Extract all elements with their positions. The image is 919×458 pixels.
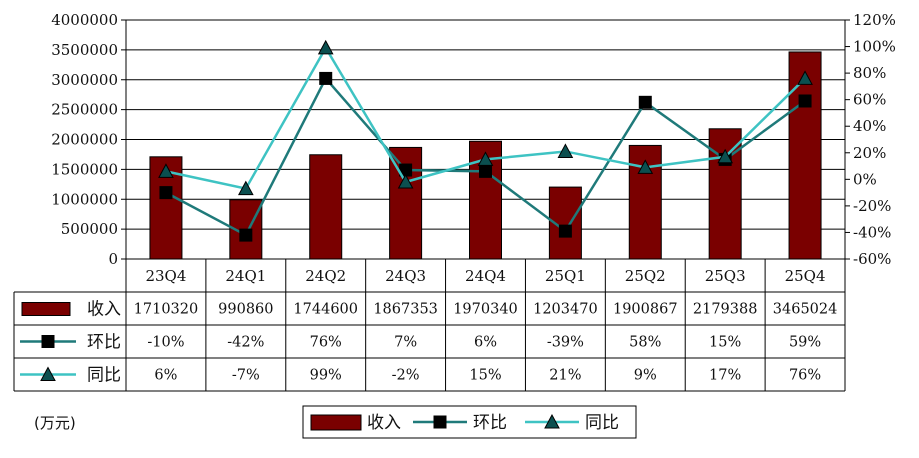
point-square-marker bbox=[159, 186, 173, 200]
table-cell: 1744600 bbox=[293, 302, 358, 318]
legend-label: 同比 bbox=[585, 413, 619, 433]
table-cell: 1867353 bbox=[373, 302, 438, 318]
table-cell: 15% bbox=[709, 335, 741, 351]
point-square-marker bbox=[433, 415, 447, 429]
point-triangle-marker bbox=[544, 413, 560, 429]
table-cell: -42% bbox=[227, 335, 264, 351]
category-label: 24Q4 bbox=[465, 267, 506, 285]
point-triangle-marker bbox=[237, 180, 254, 196]
right-tick-label: 100% bbox=[853, 38, 896, 56]
category-label: 25Q4 bbox=[785, 267, 826, 285]
table-cell: -7% bbox=[232, 368, 260, 384]
table-cell: 9% bbox=[634, 368, 657, 384]
bar bbox=[708, 128, 742, 260]
table-cell: 3465024 bbox=[773, 302, 838, 318]
table-cell: 6% bbox=[474, 335, 497, 351]
point-square-marker bbox=[41, 335, 55, 348]
left-tick-label: 3000000 bbox=[51, 71, 118, 89]
table-cell: -10% bbox=[147, 335, 184, 351]
left-tick-label: 1500000 bbox=[51, 160, 118, 178]
category-label: 24Q3 bbox=[385, 267, 426, 285]
table-cell: 58% bbox=[629, 335, 661, 351]
legend-key-bar bbox=[310, 414, 362, 431]
table-cell: 1710320 bbox=[134, 302, 199, 318]
point-square-marker bbox=[479, 164, 492, 178]
right-tick-label: 80% bbox=[853, 64, 886, 82]
point-triangle-marker bbox=[40, 366, 56, 381]
left-tick-label: 500000 bbox=[61, 220, 118, 238]
left-tick-label: 2500000 bbox=[51, 101, 118, 119]
row-header-label: 收入 bbox=[87, 300, 121, 320]
left-tick-label: 2000000 bbox=[51, 131, 118, 149]
table-cell: 990860 bbox=[218, 302, 273, 318]
point-square-marker bbox=[638, 95, 652, 109]
table-cell: -2% bbox=[392, 368, 420, 384]
left-tick-label: 1000000 bbox=[51, 190, 118, 208]
right-tick-label: 0% bbox=[853, 170, 877, 188]
bar bbox=[309, 154, 343, 260]
point-triangle-marker bbox=[557, 143, 574, 158]
unit-label: (万元) bbox=[34, 414, 76, 432]
category-label: 25Q1 bbox=[545, 267, 586, 285]
table-cell: 6% bbox=[154, 368, 177, 384]
point-square-marker bbox=[558, 224, 572, 238]
table-cell: 1203470 bbox=[533, 302, 598, 318]
left-tick-label: 0 bbox=[108, 250, 118, 268]
legend: 收入 环比 同比 bbox=[302, 405, 637, 439]
table-cell: 7% bbox=[394, 335, 417, 351]
legend-label: 环比 bbox=[473, 413, 507, 433]
point-square-marker bbox=[239, 228, 253, 242]
category-label: 24Q2 bbox=[305, 267, 346, 285]
point-triangle-marker bbox=[717, 148, 734, 164]
category-label: 25Q2 bbox=[625, 267, 666, 285]
table-cell: 21% bbox=[549, 368, 581, 384]
table-cell: 2179388 bbox=[693, 302, 758, 318]
right-tick-label: 60% bbox=[853, 91, 886, 109]
legend-label: 收入 bbox=[367, 413, 401, 433]
category-label: 24Q1 bbox=[225, 267, 266, 285]
right-tick-label: -20% bbox=[853, 197, 891, 215]
row-header-label: 同比 bbox=[87, 366, 121, 386]
right-tick-label: 20% bbox=[853, 144, 886, 162]
point-triangle-marker bbox=[637, 159, 654, 174]
table-cell: 99% bbox=[310, 368, 342, 384]
table-cell: 15% bbox=[469, 368, 501, 384]
table-cell: -39% bbox=[547, 335, 584, 351]
table-cell: 59% bbox=[789, 335, 821, 351]
point-triangle-marker bbox=[477, 151, 494, 166]
point-square-marker bbox=[319, 71, 333, 85]
right-tick-label: -60% bbox=[853, 250, 891, 268]
right-tick-label: 120% bbox=[853, 11, 896, 29]
row-header-label: 环比 bbox=[87, 333, 121, 353]
row-key-bar bbox=[21, 302, 71, 316]
left-tick-label: 3500000 bbox=[51, 41, 118, 59]
data-table: 23Q4 24Q1 24Q2 24Q3 24Q4 25Q1 25Q2 25Q3 25Q4 收入 17… bbox=[13, 259, 846, 392]
axes: 0 500000 1000000 1500000 2000000 2500000 30000… bbox=[51, 11, 896, 268]
right-tick-label: 40% bbox=[853, 117, 886, 135]
line-series bbox=[158, 39, 813, 242]
table-cell: 76% bbox=[789, 368, 821, 384]
point-triangle-marker bbox=[317, 39, 334, 55]
point-square-marker bbox=[798, 94, 812, 108]
point-triangle-marker bbox=[797, 70, 813, 85]
table-cell: 1970340 bbox=[453, 302, 518, 318]
table-cell: 1900867 bbox=[613, 302, 678, 318]
table-cell: 76% bbox=[310, 335, 342, 351]
table-cell: 17% bbox=[709, 368, 741, 384]
left-tick-label: 4000000 bbox=[51, 11, 118, 29]
point-triangle-marker bbox=[397, 173, 414, 189]
category-label: 25Q3 bbox=[705, 267, 746, 285]
point-triangle-marker bbox=[158, 163, 174, 178]
category-label: 23Q4 bbox=[145, 267, 186, 285]
right-tick-label: -40% bbox=[853, 223, 891, 241]
